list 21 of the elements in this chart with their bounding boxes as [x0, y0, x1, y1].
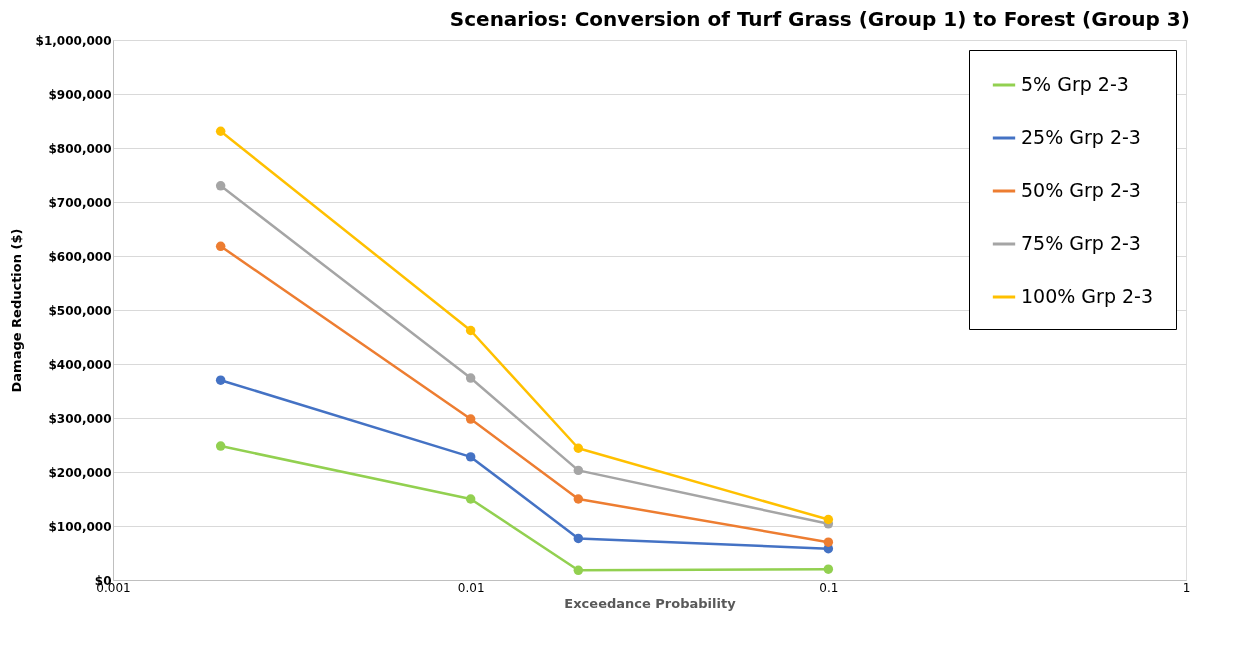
y-axis-title: Damage Reduction ($) — [8, 228, 24, 393]
y-tick-label: $100,000 — [48, 519, 112, 534]
x-tick-label: 0.1 — [819, 580, 839, 595]
y-tick-label: $600,000 — [48, 249, 112, 264]
legend-label: 50% Grp 2-3 — [1021, 179, 1141, 201]
legend-label: 100% Grp 2-3 — [1021, 285, 1154, 307]
y-tick-label: $500,000 — [48, 303, 112, 318]
chart-title: Scenarios: Conversion of Turf Grass (Group 1) to Forest (Group 3) — [449, 7, 1190, 31]
y-tick-label: $200,000 — [48, 465, 112, 480]
y-tick-label: $1,000,000 — [35, 33, 112, 48]
y-tick-label: $800,000 — [48, 141, 112, 156]
legend-label: 5% Grp 2-3 — [1021, 73, 1129, 95]
x-tick-label: 1 — [1182, 580, 1191, 595]
y-tick-label: $300,000 — [48, 411, 112, 426]
y-tick-label: $900,000 — [48, 87, 112, 102]
legend-label: 25% Grp 2-3 — [1021, 126, 1141, 148]
x-tick-label: 0.01 — [457, 580, 485, 595]
x-axis-title: Exceedance Probability — [564, 595, 737, 611]
y-tick-label: $400,000 — [48, 357, 112, 372]
legend-label: 75% Grp 2-3 — [1021, 232, 1141, 254]
y-tick-label: $700,000 — [48, 195, 112, 210]
